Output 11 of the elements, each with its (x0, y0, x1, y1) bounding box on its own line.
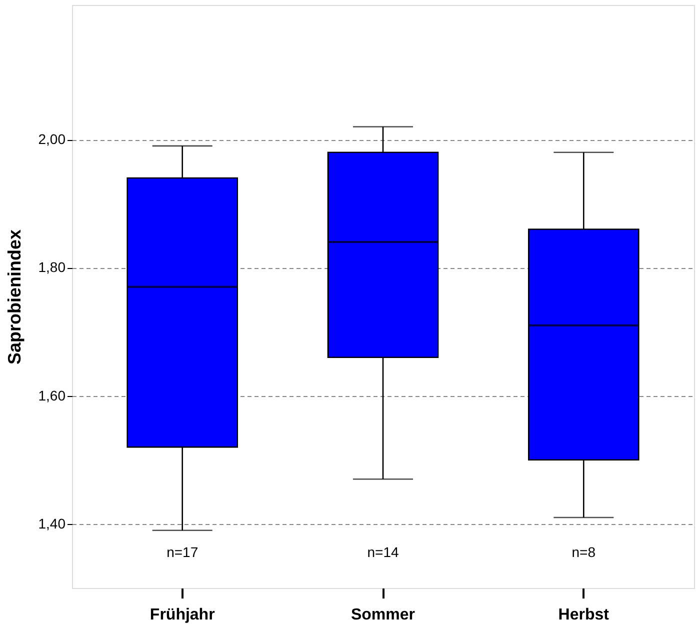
x-tick-label: Herbst (558, 606, 610, 624)
annotation: n=8 (572, 544, 596, 560)
x-tick-label: Frühjahr (150, 606, 215, 624)
annotation: n=17 (166, 544, 198, 560)
y-tick-label: 2,00 (38, 131, 66, 148)
annotation: n=14 (367, 544, 399, 560)
y-tick-label: 1,40 (38, 515, 66, 532)
y-tick-label: 1,80 (38, 259, 66, 276)
x-tick-label: Sommer (350, 606, 416, 624)
y-axis-title: Saprobienindex (4, 229, 24, 365)
y-tick-label: 1,60 (38, 387, 66, 404)
